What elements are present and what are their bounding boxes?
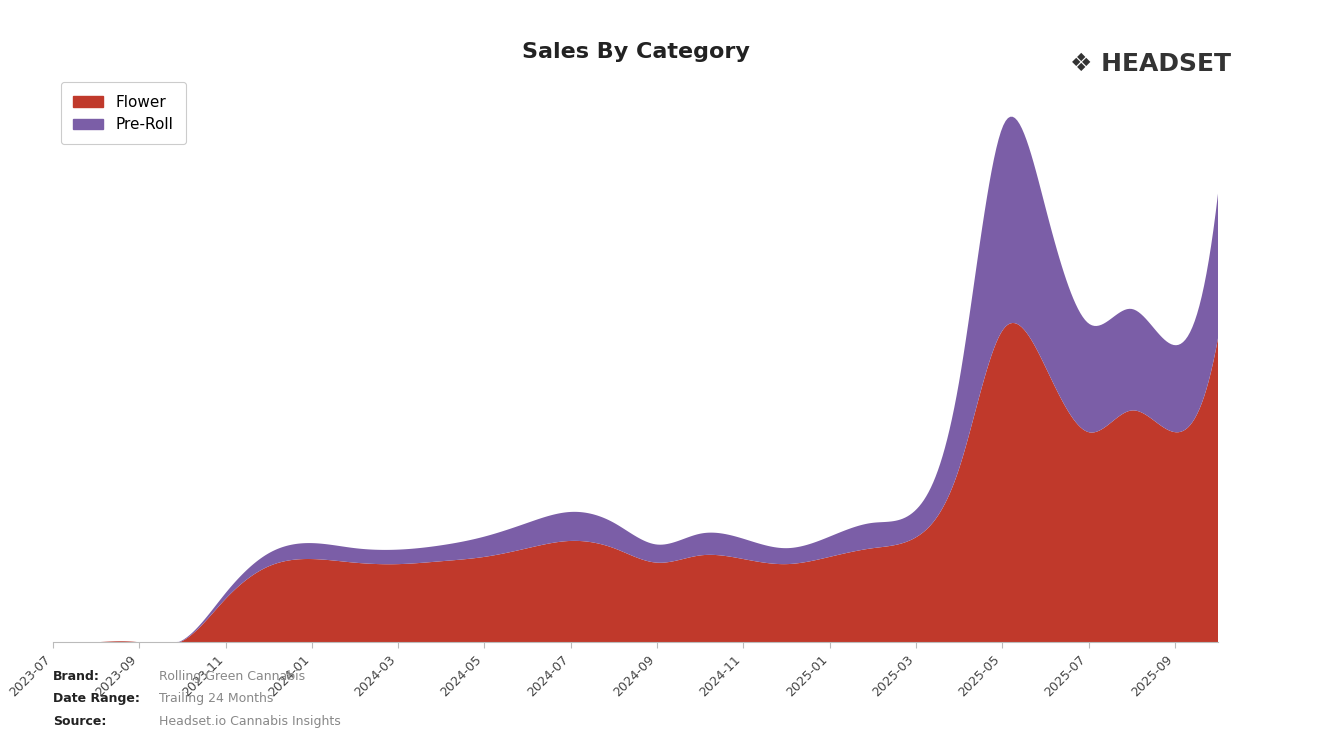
Text: ❖ HEADSET: ❖ HEADSET [1070, 52, 1231, 76]
Legend: Flower, Pre-Roll: Flower, Pre-Roll [61, 82, 185, 144]
Text: Trailing 24 Months: Trailing 24 Months [159, 692, 273, 705]
Text: Headset.io Cannabis Insights: Headset.io Cannabis Insights [159, 715, 340, 728]
Title: Sales By Category: Sales By Category [522, 42, 749, 62]
Text: Source:: Source: [53, 715, 106, 728]
Text: Brand:: Brand: [53, 670, 99, 683]
Text: Rolling Green Cannabis: Rolling Green Cannabis [159, 670, 305, 683]
Text: Date Range:: Date Range: [53, 692, 140, 705]
